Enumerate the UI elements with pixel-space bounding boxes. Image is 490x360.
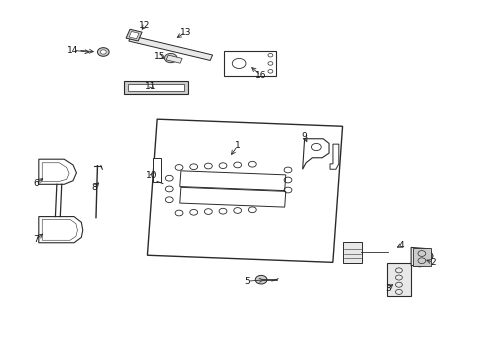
Text: 15: 15 <box>154 52 165 61</box>
Circle shape <box>164 53 177 63</box>
Text: 10: 10 <box>147 171 158 180</box>
Polygon shape <box>42 220 77 240</box>
Polygon shape <box>126 29 142 41</box>
Text: 14: 14 <box>67 46 79 55</box>
Text: 3: 3 <box>385 284 391 293</box>
Polygon shape <box>303 139 329 169</box>
Text: 6: 6 <box>33 179 39 188</box>
Polygon shape <box>42 163 69 181</box>
Polygon shape <box>413 248 431 266</box>
Text: 7: 7 <box>33 235 39 244</box>
Polygon shape <box>128 84 184 91</box>
Circle shape <box>255 275 267 284</box>
Polygon shape <box>129 32 139 39</box>
Polygon shape <box>180 171 286 190</box>
Text: 11: 11 <box>146 82 157 91</box>
Circle shape <box>100 50 106 54</box>
Polygon shape <box>411 247 433 267</box>
Text: 16: 16 <box>255 71 267 80</box>
Text: 9: 9 <box>302 132 308 141</box>
Polygon shape <box>124 81 188 94</box>
Text: 8: 8 <box>92 183 98 192</box>
Polygon shape <box>153 158 161 181</box>
Polygon shape <box>330 144 339 169</box>
Text: 13: 13 <box>180 28 191 37</box>
Polygon shape <box>129 36 213 60</box>
Polygon shape <box>39 217 83 243</box>
Text: 5: 5 <box>245 276 250 285</box>
Polygon shape <box>387 263 411 296</box>
Text: 4: 4 <box>398 241 404 250</box>
Text: 12: 12 <box>139 21 150 30</box>
Polygon shape <box>224 50 275 76</box>
Polygon shape <box>147 119 343 262</box>
Polygon shape <box>39 159 76 184</box>
Polygon shape <box>166 55 182 63</box>
Circle shape <box>98 48 109 56</box>
Polygon shape <box>180 187 286 207</box>
Text: 2: 2 <box>430 258 436 267</box>
Text: 1: 1 <box>235 141 241 150</box>
Polygon shape <box>343 242 362 263</box>
